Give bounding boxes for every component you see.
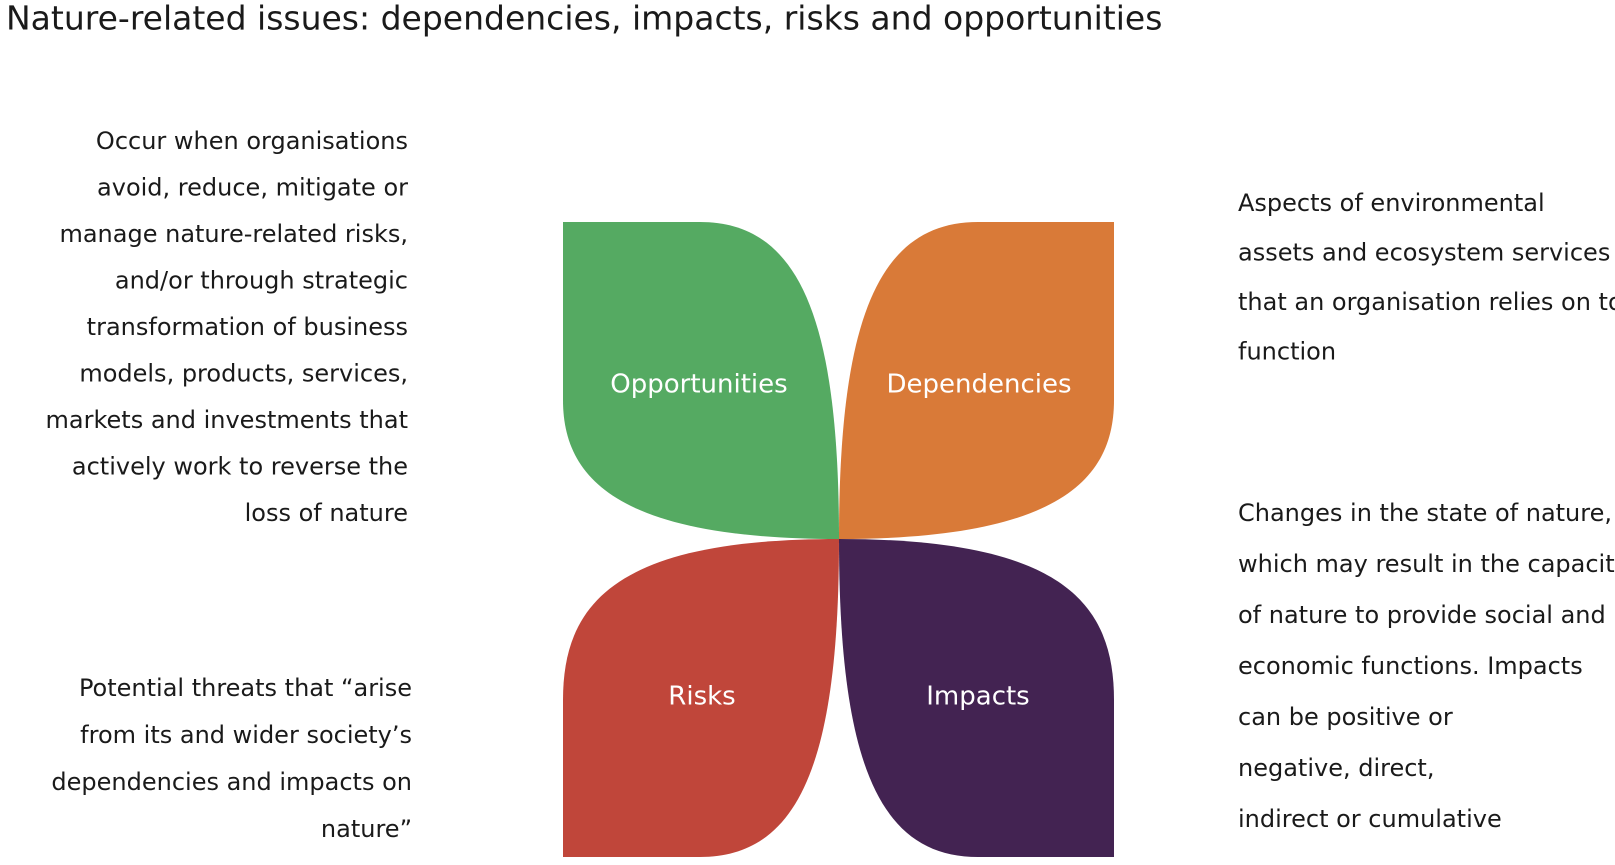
description-line: models, products, services, — [79, 360, 408, 388]
description-line: actively work to reverse the — [72, 453, 408, 481]
description-line: negative, direct, — [1238, 754, 1434, 782]
description-line: which may result in the capacity — [1238, 550, 1615, 578]
title: Nature-related issues: dependencies, imp… — [6, 0, 1162, 38]
description-line: Potential threats that “arise — [79, 674, 412, 702]
petal-label: Risks — [668, 682, 735, 712]
description-line: dependencies and impacts on — [51, 768, 412, 796]
petal-label: Dependencies — [886, 370, 1071, 400]
description-line: manage nature-related risks, — [59, 220, 408, 248]
description-line: that an organisation relies on to — [1238, 288, 1615, 316]
description-line: assets and ecosystem services — [1238, 239, 1610, 267]
description-line: transformation of business — [87, 313, 408, 341]
description-line: loss of nature — [245, 499, 408, 527]
description-line: economic functions. Impacts — [1238, 652, 1583, 680]
description-line: can be positive or — [1238, 703, 1453, 731]
description-line: markets and investments that — [46, 406, 408, 434]
description-line: Aspects of environmental — [1238, 189, 1545, 217]
petal-label: Opportunities — [610, 370, 787, 400]
description-line: of nature to provide social and — [1238, 601, 1606, 629]
description-line: avoid, reduce, mitigate or — [97, 174, 408, 202]
description-line: indirect or cumulative — [1238, 805, 1502, 833]
petal — [839, 539, 1114, 857]
description-line: from its and wider society’s — [80, 721, 412, 749]
petal — [563, 539, 839, 857]
petal-label: Impacts — [926, 682, 1029, 712]
description-line: and/or through strategic — [115, 267, 408, 295]
description-line: Changes in the state of nature, — [1238, 499, 1612, 527]
petal — [839, 222, 1114, 539]
petal — [563, 222, 839, 539]
description-line: function — [1238, 338, 1336, 366]
description-line: nature” — [321, 815, 412, 843]
description-line: Occur when organisations — [96, 127, 408, 155]
